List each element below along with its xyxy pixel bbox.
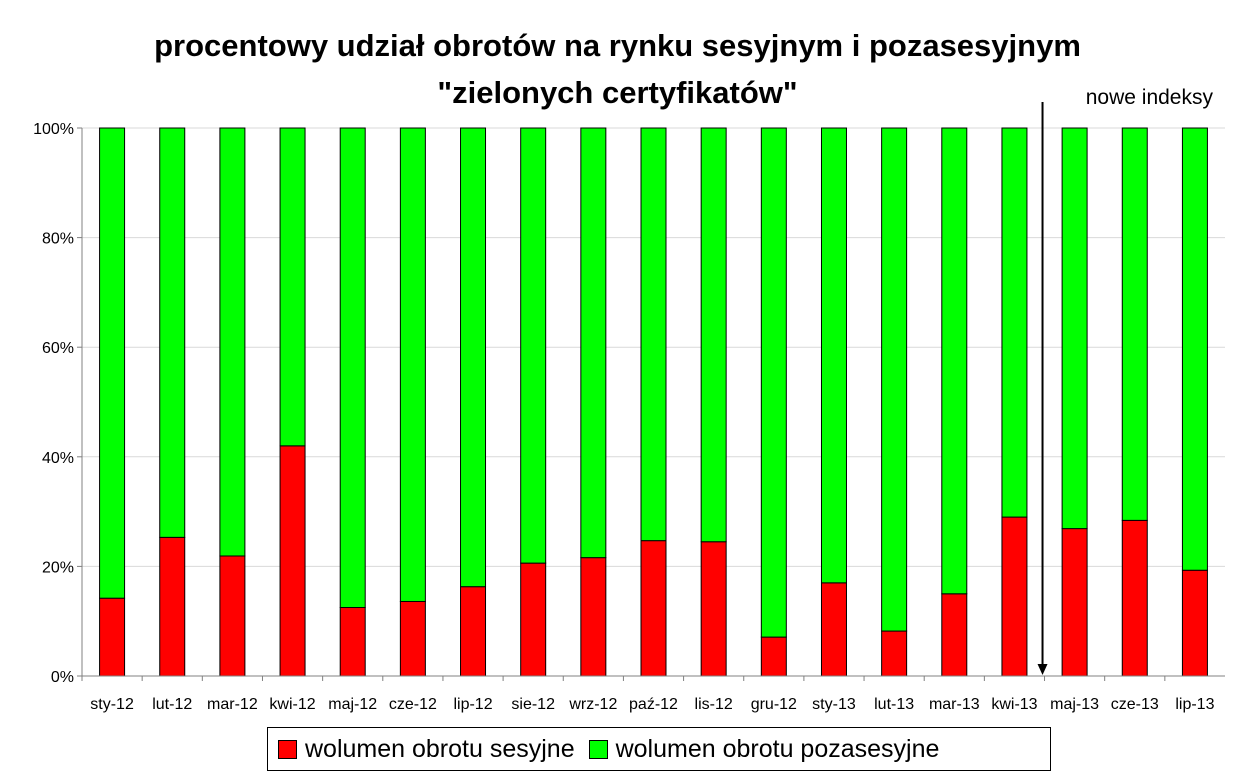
bar-sesyjne-cze-12 (399, 600, 426, 677)
legend-item-sesyjne: wolumen obrotu sesyjne (278, 735, 575, 764)
bar-sesyjne-paź-12 (640, 540, 667, 677)
x-tick-label: lis-12 (695, 696, 733, 713)
legend-swatch-sesyjne (278, 739, 297, 759)
bar-pozasesyjne-mar-12 (219, 127, 246, 557)
y-tick-label: 80% (42, 231, 74, 248)
x-tick-label: paź-12 (629, 696, 678, 713)
y-tick-label: 40% (42, 450, 74, 467)
bar-pozasesyjne-paź-12 (640, 127, 667, 542)
bar-sesyjne-maj-12 (339, 607, 366, 677)
bar-sesyjne-lis-12 (700, 541, 727, 677)
x-tick-label: cze-12 (389, 696, 437, 713)
chart-title-line2: "zielonych certyfikatów" (437, 75, 798, 110)
x-tick-label: gru-12 (751, 696, 797, 713)
y-tick-label: 20% (42, 559, 74, 576)
bar-pozasesyjne-gru-12 (760, 127, 787, 638)
bar-sesyjne-lip-12 (460, 586, 487, 677)
y-tick-label: 100% (33, 121, 74, 138)
bar-sesyjne-sie-12 (520, 562, 547, 677)
bar-pozasesyjne-lip-13 (1181, 127, 1208, 571)
bar-sesyjne-kwi-13 (1001, 516, 1028, 677)
bar-sesyjne-lip-13 (1181, 569, 1208, 677)
x-tick-label: lut-13 (874, 696, 914, 713)
x-tick-label: maj-13 (1050, 696, 1099, 713)
y-tick-label: 60% (42, 340, 74, 357)
x-tick-label: maj-12 (328, 696, 377, 713)
bar-sesyjne-sty-12 (99, 597, 126, 677)
x-tick-label: sty-12 (90, 696, 134, 713)
x-tick-label: wrz-12 (568, 696, 617, 713)
bar-pozasesyjne-cze-12 (399, 127, 426, 602)
bar-pozasesyjne-maj-13 (1061, 127, 1088, 530)
x-tick-label: lut-12 (152, 696, 192, 713)
bar-pozasesyjne-cze-13 (1121, 127, 1148, 521)
x-tick-label: kwi-12 (269, 696, 315, 713)
legend-item-pozasesyjne: wolumen obrotu pozasesyjne (588, 734, 940, 764)
bar-sesyjne-wrz-12 (580, 557, 607, 677)
x-tick-label: cze-13 (1111, 696, 1159, 713)
bar-pozasesyjne-wrz-12 (580, 127, 607, 559)
annotation-arrow-head (1037, 664, 1048, 675)
chart-title: procentowy udział obrotów na rynku sesyj… (0, 22, 1235, 116)
bar-sesyjne-mar-12 (219, 555, 246, 677)
x-tick-label: lip-13 (1175, 696, 1214, 713)
x-tick-label: lip-12 (453, 696, 492, 713)
x-tick-label: kwi-13 (991, 696, 1037, 713)
bar-sesyjne-gru-12 (760, 636, 787, 677)
bar-pozasesyjne-mar-13 (941, 127, 968, 595)
y-tick-label: 0% (51, 669, 74, 686)
x-tick-label: mar-12 (207, 696, 258, 713)
annotation-label: nowe indeksy (1086, 86, 1214, 109)
legend-label-pozasesyjne: wolumen obrotu pozasesyjne (615, 734, 940, 763)
bar-pozasesyjne-lip-12 (460, 127, 487, 588)
bar-pozasesyjne-kwi-13 (1001, 127, 1028, 518)
legend-label-sesyjne: wolumen obrotu sesyjne (305, 734, 575, 763)
bar-pozasesyjne-sie-12 (520, 127, 547, 564)
x-tick-label: sie-12 (511, 696, 555, 713)
bar-pozasesyjne-lis-12 (700, 127, 727, 543)
y-tick-labels: 0% 20% 40% 60% 80% 100% (33, 121, 74, 686)
bar-pozasesyjne-lut-13 (881, 127, 908, 632)
bar-sesyjne-maj-13 (1061, 528, 1088, 677)
x-tick-label: mar-13 (929, 696, 980, 713)
bar-sesyjne-lut-12 (159, 536, 186, 677)
legend: wolumen obrotu sesyjne wolumen obrotu po… (267, 727, 1051, 771)
legend-swatch-pozasesyjne (588, 739, 608, 759)
bar-sesyjne-mar-13 (941, 593, 968, 677)
bar-sesyjne-cze-13 (1121, 519, 1148, 677)
bar-pozasesyjne-kwi-12 (279, 127, 306, 447)
bar-pozasesyjne-lut-12 (159, 127, 186, 538)
bar-pozasesyjne-sty-13 (820, 127, 847, 584)
axes (77, 127, 1225, 681)
bar-pozasesyjne-maj-12 (339, 127, 366, 608)
x-tick-labels: sty-12 lut-12 mar-12 kwi-12 maj-12 cze-12 lip-… (90, 696, 1214, 713)
bar-pozasesyjne-sty-12 (99, 127, 126, 599)
bar-sesyjne-lut-13 (881, 630, 908, 677)
annotation: nowe indeksy (1037, 86, 1214, 675)
chart-title-line1: procentowy udział obrotów na rynku sesyj… (154, 28, 1081, 63)
bars (99, 127, 1208, 677)
x-tick-label: sty-13 (812, 696, 856, 713)
bar-sesyjne-sty-13 (820, 582, 847, 677)
bar-sesyjne-kwi-12 (279, 445, 306, 677)
